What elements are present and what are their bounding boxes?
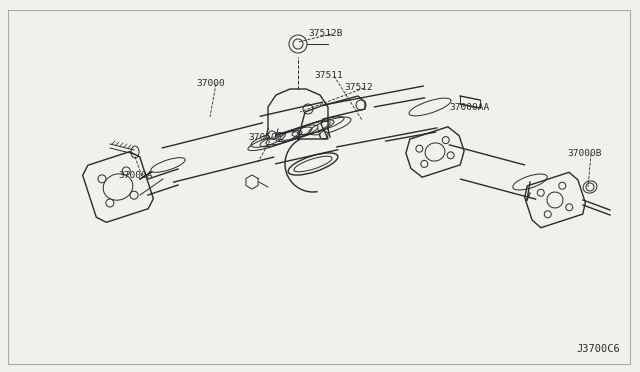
Text: 37512B: 37512B (308, 29, 342, 38)
Circle shape (420, 160, 428, 167)
Text: 37000B: 37000B (567, 150, 602, 158)
Text: 37000A: 37000A (118, 171, 152, 180)
Text: 37050E: 37050E (248, 132, 282, 141)
Ellipse shape (151, 158, 185, 172)
Text: 37000AA: 37000AA (449, 103, 489, 112)
Circle shape (566, 204, 573, 211)
Text: 37512: 37512 (344, 83, 372, 93)
Circle shape (559, 182, 566, 189)
Circle shape (537, 189, 544, 196)
Circle shape (106, 199, 114, 207)
Ellipse shape (131, 146, 139, 158)
Circle shape (268, 131, 276, 139)
Circle shape (544, 211, 551, 218)
Circle shape (122, 167, 130, 175)
Ellipse shape (425, 143, 445, 161)
Ellipse shape (583, 181, 597, 193)
Circle shape (98, 175, 106, 183)
Circle shape (416, 145, 423, 152)
Circle shape (320, 131, 328, 139)
Ellipse shape (289, 35, 307, 53)
Ellipse shape (294, 156, 332, 172)
Text: 37511: 37511 (314, 71, 343, 80)
Ellipse shape (547, 192, 563, 208)
Text: 37000: 37000 (196, 80, 225, 89)
Text: J3700C6: J3700C6 (576, 344, 620, 354)
Circle shape (447, 152, 454, 159)
Circle shape (130, 191, 138, 199)
Circle shape (442, 137, 449, 144)
Ellipse shape (103, 174, 133, 200)
